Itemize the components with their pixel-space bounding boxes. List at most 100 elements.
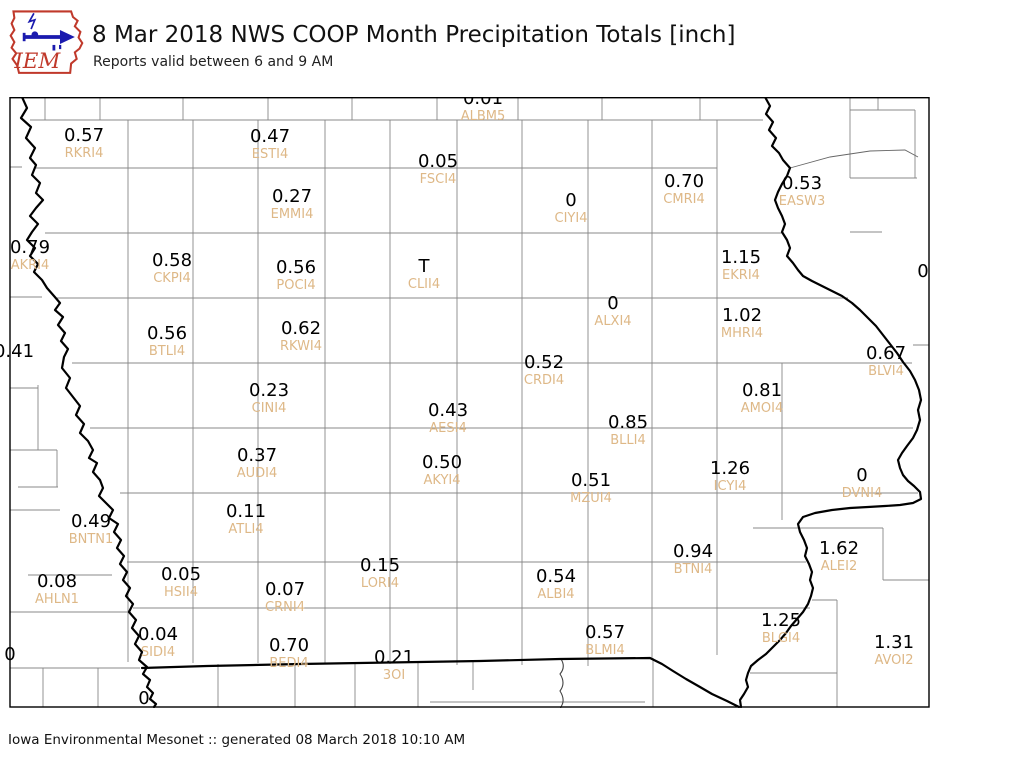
station-report: 0.05 FSCI4 <box>417 151 459 187</box>
station-report: 0.47 ESTI4 <box>250 128 290 162</box>
station-value: 0.37 <box>236 445 278 466</box>
station-value: 1.31 <box>873 632 915 653</box>
station-value: 0 <box>856 465 868 486</box>
station-report: 0.23 CINI4 <box>248 380 290 416</box>
station-id: AMOI4 <box>740 401 784 416</box>
station-value: 0.57 <box>63 125 105 146</box>
station-id: AUDI4 <box>236 466 278 481</box>
station-id: ALBI4 <box>537 587 575 602</box>
station-value: 0.57 <box>584 622 626 643</box>
station-report: 1.02 MHRI4 <box>721 305 763 341</box>
station-value: 0.43 <box>427 400 469 421</box>
header: IEM 8 Mar 2018 NWS COOP Month Precipitat… <box>0 0 1024 97</box>
station-id: ALXI4 <box>594 314 632 329</box>
station-value: 0.41 <box>0 341 35 362</box>
station-id: ICYI4 <box>713 479 747 494</box>
station-id: BTNI4 <box>673 562 713 577</box>
weather-vane-icon <box>22 12 75 51</box>
station-id: EMMI4 <box>270 207 314 222</box>
station-value: 0 <box>4 644 16 665</box>
station-value: 0.05 <box>160 564 202 585</box>
station-report: 0 CIYI4 <box>555 190 588 226</box>
station-id: AVOI2 <box>874 653 914 668</box>
station-report: 0.43 AESI4 <box>427 400 469 436</box>
station-value: 0.54 <box>535 566 577 587</box>
logo-text: IEM <box>13 49 61 74</box>
station-report: 0.70 BEDI4 <box>269 637 309 671</box>
station-id: AESI4 <box>429 421 467 436</box>
station-value: 0.15 <box>359 555 401 576</box>
station-report: 0 <box>138 690 149 708</box>
station-value: 0.53 <box>781 173 823 194</box>
station-id: BLMI4 <box>585 643 625 658</box>
station-report: 0.50 AKYI4 <box>422 454 462 488</box>
station-report: 0.04 SIDI4 <box>137 624 179 660</box>
station-report: 0.85 BLLI4 <box>607 412 649 448</box>
station-value: 0.85 <box>607 412 649 433</box>
station-value: 0.23 <box>248 380 290 401</box>
station-value: 1.25 <box>760 610 802 631</box>
station-value: 0.81 <box>741 380 783 401</box>
station-id: AKRI4 <box>10 258 50 273</box>
footer-text: Iowa Environmental Mesonet :: generated … <box>8 732 466 748</box>
precipitation-map: 0.01 ALBM5 0.57 RKRI4 0.47 ESTI4 0.05 FSCI4 0.27… <box>0 97 1024 708</box>
station-id: CKPI4 <box>153 271 191 286</box>
station-report: 1.31 AVOI2 <box>873 632 915 668</box>
station-id: DVNI4 <box>841 486 883 501</box>
station-value: 0.04 <box>137 624 179 645</box>
station-id: BTLI4 <box>148 344 186 359</box>
station-report: 0 <box>917 263 928 281</box>
station-id: HSII4 <box>164 585 198 600</box>
station-id: CMRI4 <box>663 192 705 207</box>
station-report: 0.56 POCI4 <box>275 257 317 293</box>
station-value: 0 <box>565 190 577 211</box>
station-id: CRNI4 <box>265 600 305 615</box>
station-report: 0.27 EMMI4 <box>270 186 314 222</box>
station-id: RKRI4 <box>64 146 104 161</box>
iem-logo: IEM <box>9 10 84 74</box>
station-report: 0.70 CMRI4 <box>663 173 705 207</box>
station-id: BLLI4 <box>610 433 646 448</box>
station-report: 0.81 AMOI4 <box>740 380 784 416</box>
station-report: 0.62 RKWI4 <box>279 320 323 354</box>
station-id: SIDI4 <box>140 645 176 660</box>
station-id: ATLI4 <box>228 522 264 537</box>
station-value: 0.79 <box>9 237 51 258</box>
station-report: 0.56 BTLI4 <box>147 325 187 359</box>
station-report: 0.07 CRNI4 <box>264 579 306 615</box>
station-id: ALEI2 <box>820 559 858 574</box>
station-id: RKWI4 <box>279 339 323 354</box>
station-value: 0.67 <box>865 343 907 364</box>
station-value: 0.52 <box>523 352 565 373</box>
station-id: EKRI4 <box>722 268 760 283</box>
station-value: 0.07 <box>264 579 306 600</box>
station-value: 1.26 <box>709 458 751 479</box>
station-value: 0.01 <box>462 97 504 109</box>
station-value: 0.56 <box>275 257 317 278</box>
station-report: 0.21 3OI <box>374 649 414 683</box>
station-report: 1.15 EKRI4 <box>720 247 762 283</box>
station-report: 0.37 AUDI4 <box>236 445 278 481</box>
station-id: FSCI4 <box>419 172 457 187</box>
station-id: BLVI4 <box>868 364 904 379</box>
station-report: 0.57 RKRI4 <box>63 125 105 161</box>
station-id: AKYI4 <box>423 473 461 488</box>
station-value: 0.08 <box>36 571 78 592</box>
station-id: LORI4 <box>360 576 400 591</box>
station-value: 0.27 <box>271 186 313 207</box>
station-report: 1.62 ALEI2 <box>819 540 859 574</box>
map-frame <box>9 97 930 708</box>
station-report: T CLII4 <box>408 258 440 292</box>
station-id: BNTN1 <box>68 532 114 547</box>
station-value: 1.02 <box>721 305 763 326</box>
station-report: 0.41 <box>0 343 34 361</box>
station-report: 0.15 LORI4 <box>359 555 401 591</box>
station-value: 0.05 <box>417 151 459 172</box>
station-value: 0 <box>607 293 619 314</box>
station-id: EASW3 <box>778 194 826 209</box>
station-report: 0.52 CRDI4 <box>523 352 565 388</box>
station-report: 1.26 ICYI4 <box>709 458 751 494</box>
station-report: 0.54 ALBI4 <box>535 566 577 602</box>
station-value: 1.15 <box>720 247 762 268</box>
station-report: 1.25 BLGI4 <box>760 610 802 646</box>
